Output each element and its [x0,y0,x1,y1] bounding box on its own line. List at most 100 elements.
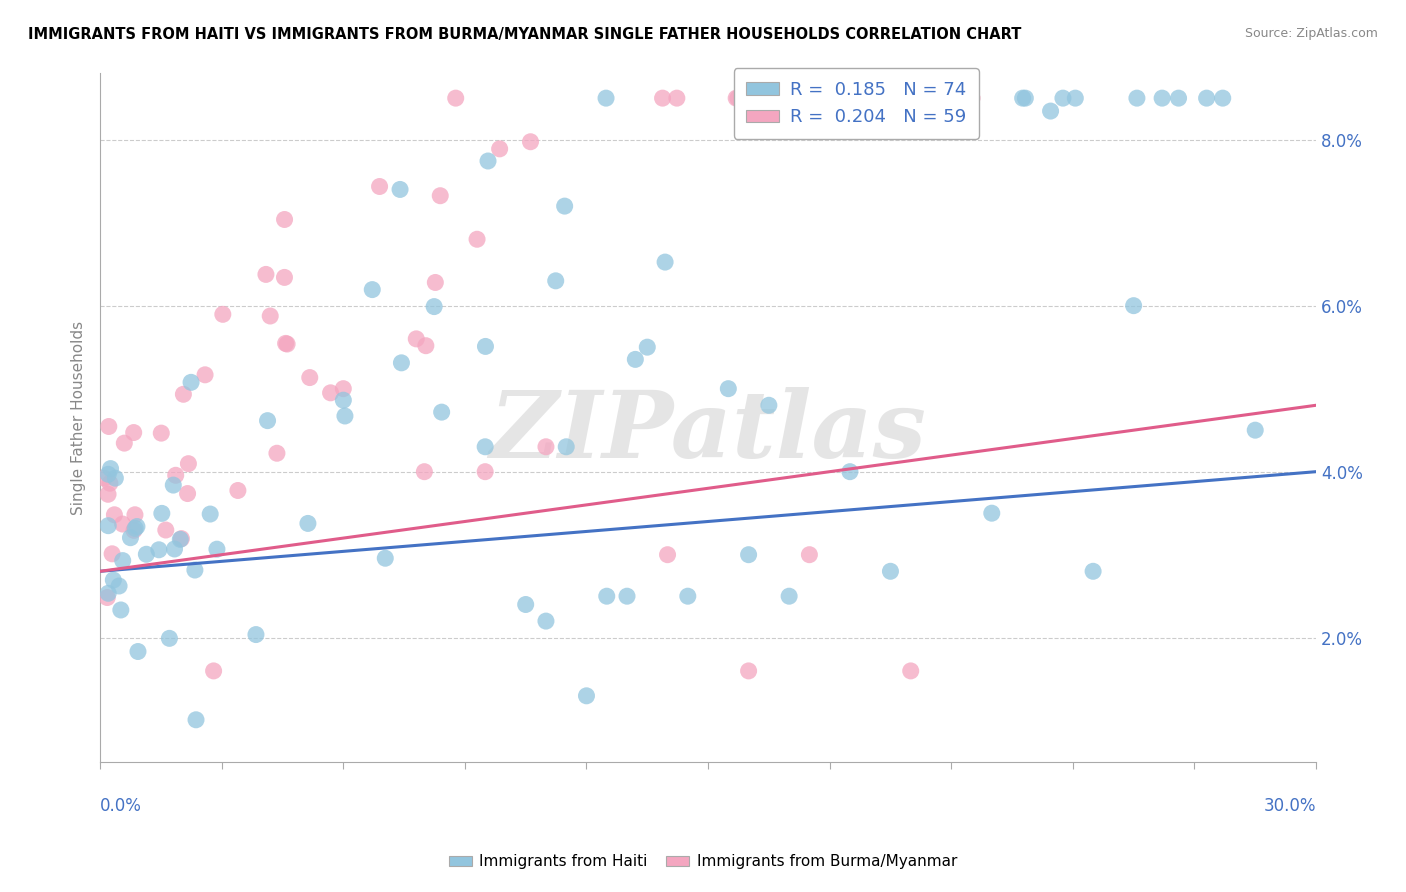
Point [111,553,134,567]
Point [1152,91,1174,105]
Point [332,393,354,408]
Point [758,398,780,412]
Point [756,91,779,105]
Point [155,523,177,537]
Point [104,471,127,485]
Point [96,591,118,605]
Point [97,419,120,434]
Point [676,589,699,603]
Point [150,426,173,441]
Point [184,563,207,577]
Point [184,713,207,727]
Point [125,519,148,533]
Text: 0.0%: 0.0% [100,797,142,814]
Point [127,644,149,658]
Text: IMMIGRANTS FROM HAITI VS IMMIGRANTS FROM BURMA/MYANMAR SINGLE FATHER HOUSEHOLDS : IMMIGRANTS FROM HAITI VS IMMIGRANTS FROM… [28,27,1022,42]
Point [596,589,619,603]
Point [176,486,198,500]
Point [616,589,638,603]
Point [274,336,297,351]
Point [122,425,145,440]
Point [870,91,893,105]
Point [731,91,754,105]
Point [211,307,233,321]
Point [770,91,793,105]
Point [425,276,447,290]
Point [194,368,217,382]
Point [415,339,437,353]
Point [108,579,131,593]
Point [465,232,488,246]
Point [135,547,157,561]
Point [725,91,748,105]
Point [177,457,200,471]
Point [544,274,567,288]
Point [1126,91,1149,105]
Point [180,376,202,390]
Point [1122,299,1144,313]
Point [205,542,228,557]
Point [98,476,121,491]
Point [727,91,749,105]
Point [297,516,319,531]
Point [298,370,321,384]
Point [97,467,120,482]
Point [849,112,872,126]
Point [124,508,146,522]
Point [1167,91,1189,105]
Point [112,436,135,450]
Point [165,468,187,483]
Point [170,532,193,546]
Point [150,507,173,521]
Point [276,337,298,351]
Point [654,255,676,269]
Text: 30.0%: 30.0% [1264,797,1316,814]
Point [413,465,436,479]
Point [1014,91,1036,105]
Point [391,356,413,370]
Point [555,440,578,454]
Point [900,664,922,678]
Point [1039,104,1062,119]
Point [796,91,818,105]
Point [405,332,427,346]
Point [554,199,576,213]
Point [97,487,120,501]
Point [163,541,186,556]
Point [624,352,647,367]
Legend: Immigrants from Haiti, Immigrants from Burma/Myanmar: Immigrants from Haiti, Immigrants from B… [443,848,963,875]
Text: Source: ZipAtlas.com: Source: ZipAtlas.com [1244,27,1378,40]
Point [111,516,134,531]
Point [273,212,295,227]
Point [162,478,184,492]
Point [717,382,740,396]
Point [879,564,901,578]
Point [100,461,122,475]
Point [101,547,124,561]
Y-axis label: Single Father Households: Single Father Households [72,320,86,515]
Point [97,586,120,600]
Point [1011,91,1033,105]
Point [799,548,821,562]
Point [1244,423,1267,437]
Point [245,627,267,641]
Point [93,471,115,485]
Point [519,135,541,149]
Point [1081,564,1104,578]
Point [474,465,496,479]
Point [737,664,759,678]
Point [148,542,170,557]
Point [839,465,862,479]
Point [256,414,278,428]
Point [657,548,679,562]
Point [332,382,354,396]
Point [575,689,598,703]
Point [430,405,453,419]
Point [737,548,759,562]
Point [1195,91,1218,105]
Point [97,518,120,533]
Point [474,339,496,353]
Point [1064,91,1087,105]
Point [980,506,1002,520]
Point [259,309,281,323]
